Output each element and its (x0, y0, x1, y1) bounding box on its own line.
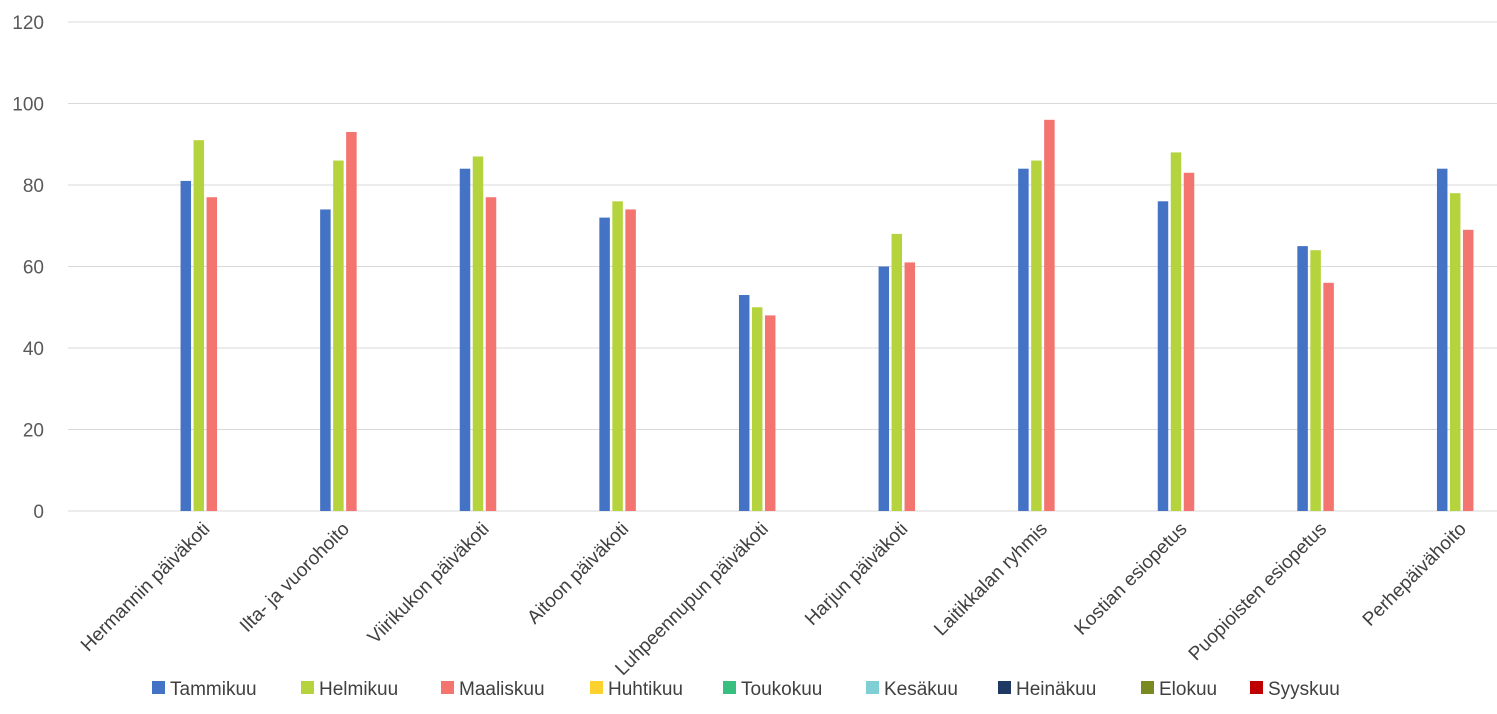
legend-swatch-syyskuu (1250, 681, 1263, 694)
bar-helmikuu-5 (891, 233, 903, 511)
bar-helmikuu-7 (1170, 152, 1182, 511)
bar-tammikuu-7 (1157, 201, 1169, 512)
y-tick-label: 80 (23, 176, 44, 197)
y-tick-label: 20 (23, 421, 44, 442)
y-tick-label: 100 (12, 95, 44, 116)
legend-label-toukokuu: Toukokuu (741, 679, 822, 700)
bar-maaliskuu-1 (346, 132, 357, 511)
category-label: Luhpeennupun päiväkoti (611, 519, 772, 680)
bar-helmikuu-3 (612, 201, 623, 512)
bar-tammikuu-0 (180, 180, 192, 512)
legend-swatch-maaliskuu (441, 681, 454, 694)
y-tick-label: 120 (12, 13, 44, 34)
legend-swatch-heinäkuu (998, 681, 1011, 694)
legend-label-huhtikuu: Huhtikuu (608, 679, 683, 700)
legend-swatch-kesäkuu (866, 681, 879, 694)
bar-tammikuu-4 (738, 295, 750, 511)
legend-label-syyskuu: Syyskuu (1268, 679, 1340, 700)
bar-maaliskuu-6 (1044, 119, 1055, 512)
bar-maaliskuu-7 (1183, 172, 1195, 511)
bar-maaliskuu-5 (904, 262, 916, 511)
bar-tammikuu-2 (459, 168, 471, 511)
bar-tammikuu-1 (320, 209, 331, 511)
legend-label-heinäkuu: Heinäkuu (1016, 679, 1096, 700)
legend-swatch-toukokuu (723, 681, 736, 694)
category-label: Viirikukon päiväkoti (364, 519, 494, 649)
bar-maaliskuu-2 (485, 197, 497, 511)
bar-helmikuu-4 (751, 307, 763, 511)
legend-swatch-helmikuu (301, 681, 314, 694)
bar-tammikuu-8 (1297, 246, 1308, 511)
category-label: Aitoon päiväkoti (523, 519, 633, 629)
bar-maaliskuu-8 (1323, 282, 1334, 511)
bar-helmikuu-9 (1449, 193, 1461, 511)
category-label: Harjun päiväkoti (801, 519, 912, 630)
legend-swatch-elokuu (1141, 681, 1154, 694)
y-tick-label: 40 (23, 339, 44, 360)
y-tick-label: 0 (33, 502, 44, 523)
category-label: Ilta- ja vuorohoito (236, 519, 354, 637)
legend-label-tammikuu: Tammikuu (170, 679, 257, 700)
category-label: Hermannin päiväkoti (77, 519, 214, 656)
bar-tammikuu-3 (599, 217, 610, 511)
category-label: Laitikkalan ryhmis (930, 519, 1052, 641)
bar-helmikuu-8 (1310, 250, 1321, 511)
bar-helmikuu-6 (1031, 160, 1042, 512)
category-label: Kostian esiopetus (1071, 519, 1192, 640)
legend-label-kesäkuu: Kesäkuu (884, 679, 958, 700)
bar-helmikuu-2 (472, 156, 484, 511)
category-labels: Hermannin päiväkoti Ilta- ja vuorohoito Vi… (77, 519, 1471, 680)
bar-maaliskuu-4 (764, 315, 776, 511)
bar-tammikuu-9 (1436, 168, 1448, 511)
legend-label-helmikuu: Helmikuu (319, 679, 398, 700)
category-label: Perhepäivähoito (1359, 519, 1471, 631)
bar-helmikuu-1 (333, 160, 344, 512)
bars (180, 119, 1474, 512)
bar-maaliskuu-3 (625, 209, 636, 511)
bar-tammikuu-5 (878, 266, 890, 511)
legend-label-maaliskuu: Maaliskuu (459, 679, 545, 700)
gridlines (68, 21, 1497, 512)
bar-tammikuu-6 (1018, 168, 1029, 511)
category-label: Puopioisten esiopetus (1185, 519, 1331, 665)
legend-swatch-tammikuu (152, 681, 165, 694)
bar-maaliskuu-0 (206, 197, 218, 511)
y-axis-ticks: 0 20 40 60 80 100 120 (12, 13, 44, 523)
legend: Tammikuu Helmikuu Maaliskuu Huhtikuu Toukoku… (152, 679, 1340, 700)
y-tick-label: 60 (23, 258, 44, 279)
legend-label-elokuu: Elokuu (1159, 679, 1217, 700)
legend-swatch-huhtikuu (590, 681, 603, 694)
bar-helmikuu-0 (193, 140, 205, 512)
bar-maaliskuu-9 (1462, 229, 1474, 511)
